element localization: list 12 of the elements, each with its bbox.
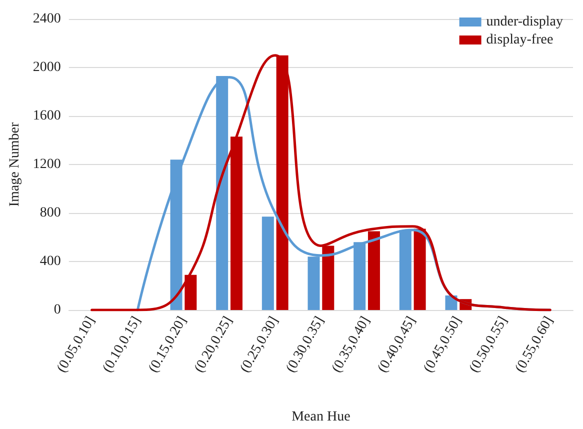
y-tick-label: 1600	[32, 108, 61, 124]
y-tick-label: 0	[54, 302, 61, 318]
y-tick-label: 1200	[32, 157, 61, 172]
line-series	[90, 54, 552, 312]
legend-label: display-free	[486, 32, 554, 48]
y-tick-label: 400	[40, 254, 61, 269]
legend-label: under-display	[486, 14, 564, 30]
y-tick-label: 2400	[32, 12, 61, 26]
x-axis-title: Mean Hue	[292, 410, 350, 424]
y-tick-label: 800	[40, 206, 61, 220]
y-axis-title: Image Number	[8, 122, 22, 207]
y-tick-label: 2000	[32, 60, 61, 75]
